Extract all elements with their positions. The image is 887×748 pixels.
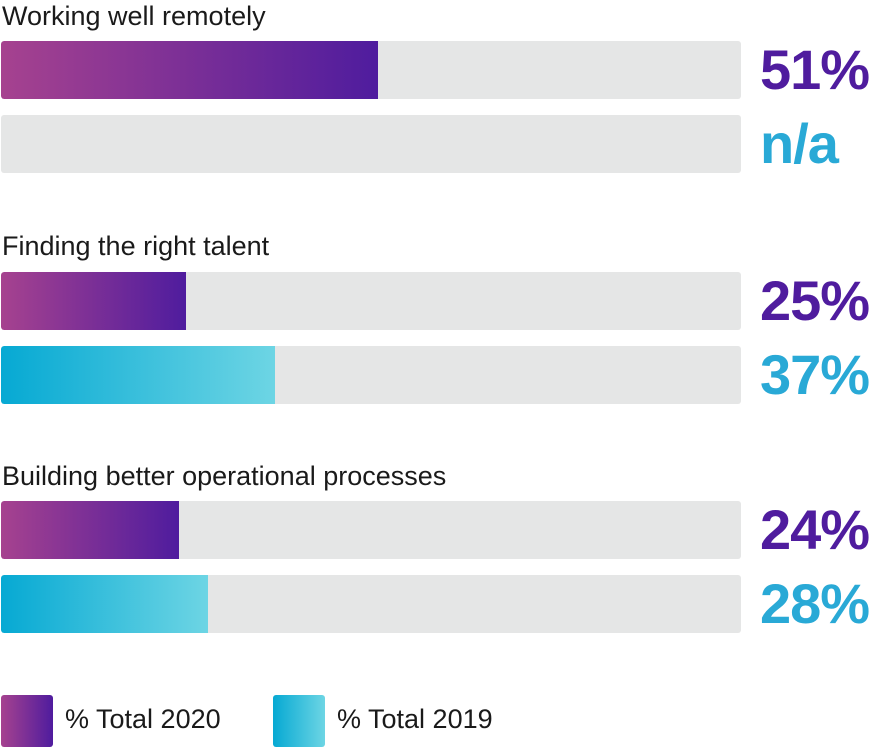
data-label: 25% — [760, 269, 870, 332]
bar-track — [1, 115, 741, 173]
category-label: Building better operational processes — [2, 461, 447, 491]
legend-label: % Total 2019 — [337, 704, 493, 734]
legend-label: % Total 2020 — [65, 704, 221, 734]
data-label: 51% — [760, 38, 870, 101]
category-label: Working well remotely — [2, 1, 266, 31]
legend-swatch-s2019 — [273, 695, 325, 747]
data-label: 24% — [760, 498, 870, 561]
legend-swatch-s2020 — [1, 695, 53, 747]
bar-track — [1, 346, 741, 404]
data-label: 28% — [760, 572, 870, 635]
bar-s2020 — [1, 501, 179, 559]
bar-s2019 — [1, 575, 209, 633]
bar-s2019 — [1, 346, 275, 404]
bar-track — [1, 575, 741, 633]
category-label: Finding the right talent — [2, 231, 270, 261]
data-label: 37% — [760, 343, 870, 406]
bar-track — [1, 501, 741, 559]
bar-s2020 — [1, 272, 186, 330]
bar-s2020 — [1, 41, 379, 99]
data-label: n/a — [760, 112, 839, 175]
bar-track — [1, 272, 741, 330]
bar-track — [1, 41, 741, 99]
